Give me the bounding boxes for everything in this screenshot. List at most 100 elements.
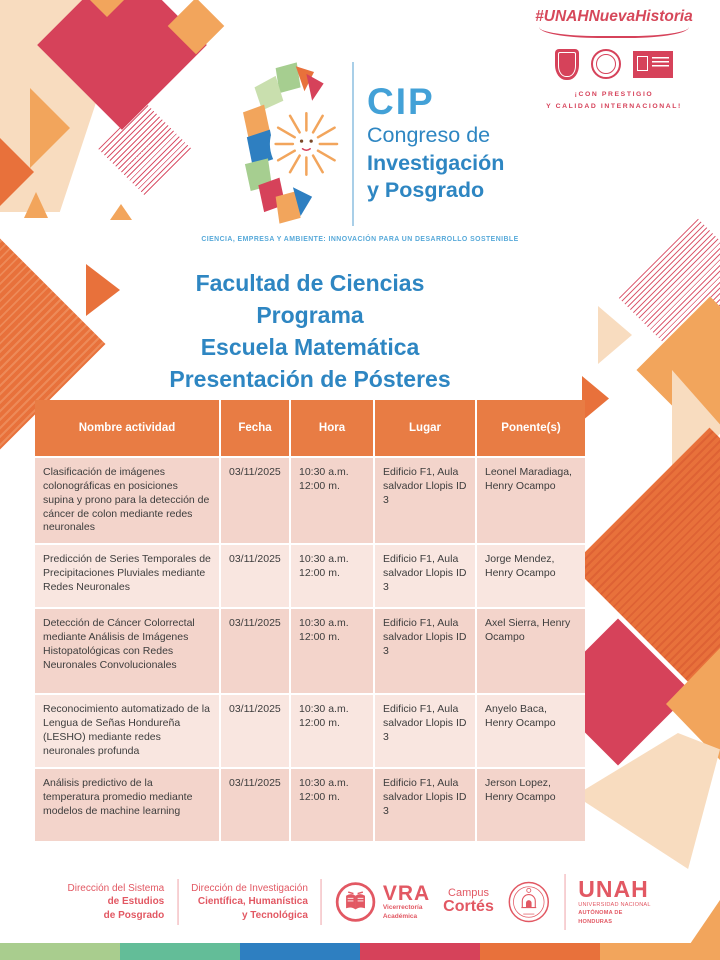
- table-row: Reconocimiento automatizado de la Lengua…: [35, 695, 585, 768]
- cell-lugar: Edificio F1, Aula salvador Llopis ID 3: [375, 695, 475, 768]
- bottom-bar-segment: [600, 943, 720, 960]
- prestige-line-1: ¡CON PRESTIGIO: [574, 91, 654, 98]
- cell-fecha: 03/11/2025: [221, 695, 289, 768]
- unah-seal-icon: [508, 881, 550, 923]
- cip-logo-text: CIP Congreso de Investigación y Posgrado: [367, 60, 504, 228]
- title-line-3: Escuela Matemática: [200, 334, 420, 360]
- prestige-line-2: Y CALIDAD INTERNACIONAL!: [546, 103, 682, 111]
- decor-orange-triangle-right-mid: [582, 376, 609, 421]
- campus-label: Campus: [448, 886, 489, 899]
- cell-lugar: Edificio F1, Aula salvador Llopis ID 3: [375, 609, 475, 694]
- cell-hora: 10:30 a.m. 12:00 m.: [291, 609, 373, 694]
- header-fecha: Fecha: [221, 400, 289, 456]
- cip-name-line-3: y Posgrado: [367, 178, 485, 203]
- seal-emblem-icon: [591, 49, 621, 79]
- ranking-emblem-icon: [633, 50, 673, 78]
- table-header-row: Nombre actividad Fecha Hora Lugar Ponent…: [35, 400, 585, 456]
- congress-tagline: CIENCIA, EMPRESA Y AMBIENTE: INNOVACIÓN …: [201, 236, 519, 243]
- table-row: Predicción de Series Temporales de Preci…: [35, 545, 585, 608]
- cell-ponentes: Leonel Maradiaga, Henry Ocampo: [477, 458, 585, 544]
- footer-investigacion-block: Dirección de Investigación Científica, H…: [191, 882, 308, 923]
- cell-lugar: Edificio F1, Aula salvador Llopis ID 3: [375, 458, 475, 544]
- decor-peach-diamond-bottom-right: [575, 733, 720, 869]
- vra-text: VRA Vicerrectoría Académica: [383, 883, 430, 922]
- vra-sub-line-1: Vicerrectoría: [382, 903, 423, 911]
- table-row: Clasificación de imágenes colonográficas…: [35, 458, 585, 544]
- campus-block: Campus Cortés: [443, 886, 494, 916]
- title-line-1: Facultad de Ciencias: [195, 270, 425, 296]
- header-lugar: Lugar: [375, 400, 475, 456]
- cip-logo: CIP Congreso de Investigación y Posgrado: [243, 60, 504, 228]
- cell-hora: 10:30 a.m. 12:00 m.: [291, 545, 373, 608]
- investigacion-line-2: Científica, Humanística: [197, 896, 308, 908]
- sun-flower-icon: [243, 62, 339, 224]
- schedule-table: Nombre actividad Fecha Hora Lugar Ponent…: [35, 400, 585, 844]
- unah-acronym: UNAH: [578, 875, 649, 902]
- prestige-text: ¡CON PRESTIGIO Y CALIDAD INTERNACIONAL!: [546, 89, 682, 113]
- investigacion-line-3: y Tecnológica: [241, 909, 308, 921]
- cell-actividad: Reconocimiento automatizado de la Lengua…: [35, 695, 219, 768]
- header-hora: Hora: [291, 400, 373, 456]
- cell-lugar: Edificio F1, Aula salvador Llopis ID 3: [375, 769, 475, 842]
- vra-book-icon: [336, 882, 376, 922]
- bottom-bar-segment: [240, 943, 360, 960]
- brand-block: #UNAHNuevaHistoria ¡CON PRESTIGIO Y CALI…: [526, 8, 702, 113]
- cell-actividad: Predicción de Series Temporales de Preci…: [35, 545, 219, 608]
- hashtag-underline: [539, 27, 689, 38]
- cell-ponentes: Jorge Mendez, Henry Ocampo: [477, 545, 585, 608]
- table-row: Análisis predictivo de la temperatura pr…: [35, 769, 585, 842]
- footer-divider: [564, 874, 566, 930]
- cell-lugar: Edificio F1, Aula salvador Llopis ID 3: [375, 545, 475, 608]
- header-nombre-actividad: Nombre actividad: [35, 400, 219, 456]
- bottom-bar-segment: [120, 943, 240, 960]
- footer-divider: [177, 879, 179, 925]
- decor-peach-triangle-right: [598, 306, 632, 364]
- vra-acronym: VRA: [382, 881, 431, 905]
- cell-fecha: 03/11/2025: [221, 609, 289, 694]
- cell-fecha: 03/11/2025: [221, 769, 289, 842]
- posgrado-line-1: Dirección del Sistema: [67, 882, 165, 894]
- cip-acronym: CIP: [367, 81, 435, 123]
- emblem-row: [555, 47, 673, 81]
- bottom-bar-segment: [480, 943, 600, 960]
- cell-hora: 10:30 a.m. 12:00 m.: [291, 769, 373, 842]
- cell-actividad: Análisis predictivo de la temperatura pr…: [35, 769, 219, 842]
- cip-name-line-2: Investigación: [367, 150, 505, 175]
- title-line-2: Programa: [256, 302, 364, 328]
- cell-ponentes: Axel Sierra, Henry Ocampo: [477, 609, 585, 694]
- vra-logo-block: VRA Vicerrectoría Académica: [335, 881, 430, 923]
- unah-sub-line-1: UNIVERSIDAD NACIONAL: [578, 901, 651, 908]
- cell-fecha: 03/11/2025: [221, 458, 289, 544]
- unah-sub-line-2: AUTÓNOMA DE HONDURAS: [578, 910, 623, 925]
- cell-fecha: 03/11/2025: [221, 545, 289, 608]
- cip-name-line-1: Congreso de: [367, 123, 491, 148]
- cell-hora: 10:30 a.m. 12:00 m.: [291, 458, 373, 544]
- posgrado-line-2: de Estudios: [107, 896, 165, 908]
- bottom-color-bar: [0, 943, 720, 960]
- page-title: Facultad de Ciencias Programa Escuela Ma…: [35, 267, 585, 395]
- cell-actividad: Clasificación de imágenes colonográficas…: [35, 458, 219, 544]
- vra-sub-line-2: Académica: [382, 912, 418, 920]
- cell-hora: 10:30 a.m. 12:00 m.: [291, 695, 373, 768]
- cell-ponentes: Anyelo Baca, Henry Ocampo: [477, 695, 585, 768]
- footer-divider: [320, 879, 322, 925]
- campus-name: Cortés: [443, 898, 494, 916]
- footer-posgrado-block: Dirección del Sistema de Estudios de Pos…: [68, 882, 165, 923]
- decor-small-triangle-left-2: [110, 204, 132, 220]
- header-ponentes: Ponente(s): [477, 400, 585, 456]
- title-line-4: Presentación de Pósteres: [169, 366, 451, 392]
- table-row: Detección de Cáncer Colorrectal mediante…: [35, 609, 585, 694]
- cell-actividad: Detección de Cáncer Colorrectal mediante…: [35, 609, 219, 694]
- cell-ponentes: Jerson Lopez, Henry Ocampo: [477, 769, 585, 842]
- investigacion-line-1: Dirección de Investigación: [191, 882, 308, 894]
- hashtag-text: #UNAHNuevaHistoria: [535, 8, 693, 25]
- unah-block: UNAH UNIVERSIDAD NACIONAL AUTÓNOMA DE HO…: [578, 875, 652, 926]
- footer: Dirección del Sistema de Estudios de Pos…: [68, 874, 653, 930]
- bottom-bar-segment: [0, 943, 120, 960]
- shield-emblem-icon: [555, 48, 579, 80]
- bottom-bar-segment: [360, 943, 480, 960]
- table-body: Clasificación de imágenes colonográficas…: [35, 458, 585, 842]
- decor-orange-triangle-corner: [690, 900, 720, 944]
- posgrado-line-3: de Posgrado: [103, 909, 165, 921]
